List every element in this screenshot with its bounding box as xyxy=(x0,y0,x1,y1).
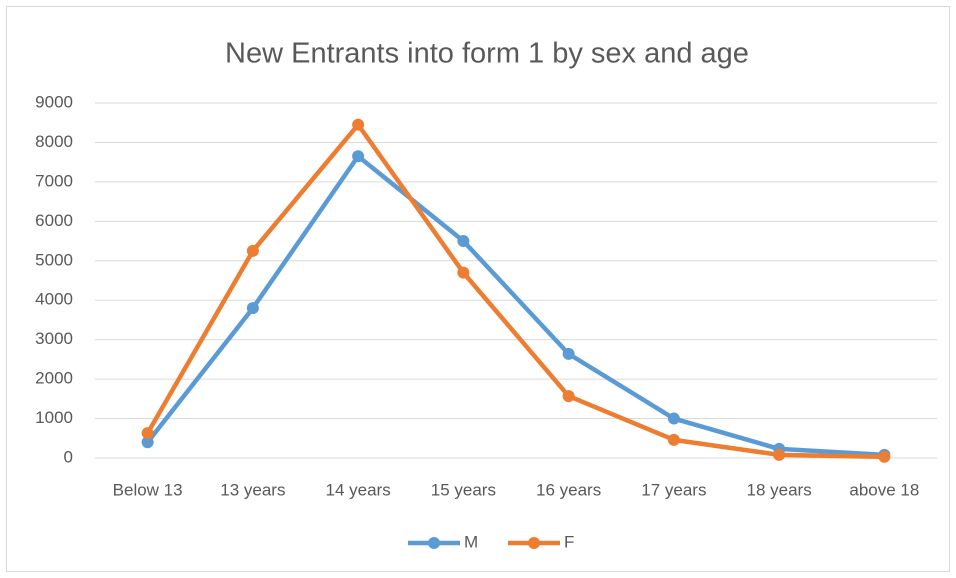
data-point xyxy=(773,448,786,461)
data-point xyxy=(352,150,365,163)
y-tick-label: 4000 xyxy=(35,290,73,309)
x-tick-label: above 18 xyxy=(849,480,919,499)
data-point xyxy=(141,427,154,440)
legend-label: M xyxy=(464,532,478,551)
y-tick-label: 5000 xyxy=(35,250,73,269)
y-tick-label: 8000 xyxy=(35,132,73,151)
data-point xyxy=(246,244,259,257)
data-point xyxy=(457,235,470,248)
x-tick-label: 16 years xyxy=(536,480,601,499)
series-line xyxy=(145,122,885,460)
y-tick-label: 2000 xyxy=(35,369,73,388)
data-point xyxy=(562,347,575,360)
data-point xyxy=(246,302,259,315)
x-tick-label: 14 years xyxy=(326,480,391,499)
y-tick-label: 6000 xyxy=(35,211,73,230)
y-tick-label: 9000 xyxy=(35,92,73,111)
legend-marker xyxy=(428,537,440,549)
x-tick-label: 18 years xyxy=(747,480,812,499)
data-point xyxy=(562,390,575,403)
x-tick-label: 17 years xyxy=(641,480,706,499)
data-point xyxy=(878,450,891,463)
legend-label: F xyxy=(564,532,574,551)
series-line xyxy=(145,154,885,458)
data-point xyxy=(141,436,154,449)
x-tick-label: 13 years xyxy=(220,480,285,499)
data-point xyxy=(667,433,680,446)
data-point xyxy=(352,118,365,131)
y-tick-label: 1000 xyxy=(35,408,73,427)
data-point xyxy=(457,266,470,279)
x-tick-label: 15 years xyxy=(431,480,496,499)
data-point xyxy=(667,412,680,425)
chart-title: New Entrants into form 1 by sex and age xyxy=(225,38,749,70)
y-tick-label: 7000 xyxy=(35,171,73,190)
y-tick-label: 3000 xyxy=(35,329,73,348)
legend-marker xyxy=(528,537,540,549)
x-tick-label: Below 13 xyxy=(113,480,183,499)
y-tick-label: 0 xyxy=(64,447,73,466)
